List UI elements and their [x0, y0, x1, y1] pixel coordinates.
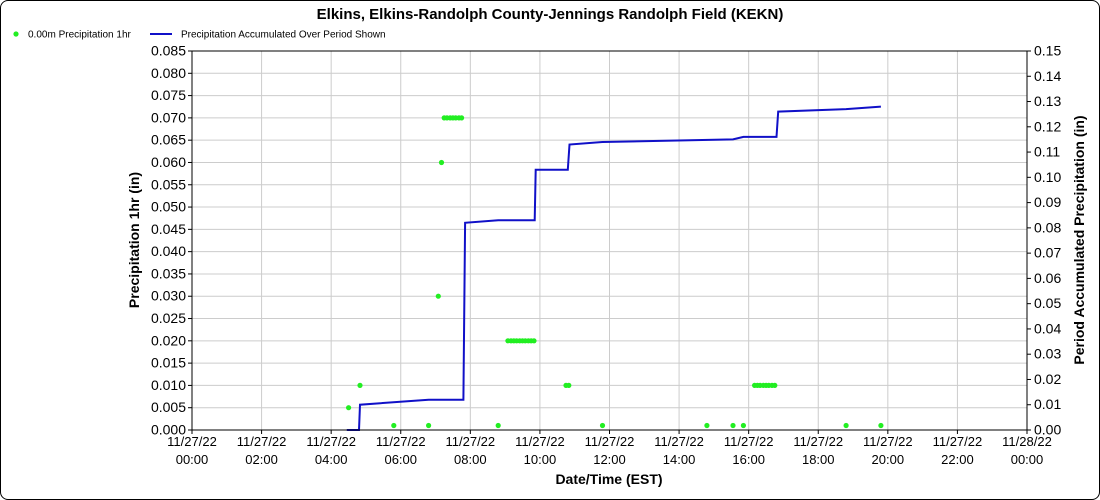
x-tick-time-label: 04:00: [315, 452, 348, 467]
y-tick-label: 0.010: [151, 377, 186, 393]
y-tick-label: 0.060: [151, 154, 186, 170]
x-tick-time-label: 18:00: [802, 452, 835, 467]
y-tick-label: 0.080: [151, 65, 186, 81]
legend-scatter-marker: [13, 31, 19, 37]
y2-tick-label: 0.02: [1034, 371, 1061, 387]
x-tick-time-label: 02:00: [245, 452, 278, 467]
y2-tick-label: 0.14: [1034, 68, 1061, 84]
y-axis-label: Precipitation 1hr (in): [126, 172, 142, 308]
precip-1hr-point: [495, 422, 501, 429]
x-tick-time-label: 08:00: [454, 452, 487, 467]
x-axis-ticks: 11/27/22 00:00 11/27/22 02:00 11/27/22 04:00 1…: [167, 430, 1052, 467]
y2-tick-label: 0.11: [1034, 144, 1060, 160]
x-tick-date-label: 11/27/22: [654, 434, 704, 449]
x-tick-time-label: 14:00: [663, 452, 696, 467]
precip-1hr-point: [459, 115, 465, 121]
y-tick-label: 0.085: [151, 43, 186, 59]
precip-1hr-point: [438, 159, 445, 166]
precip-1hr-point: [346, 405, 352, 411]
precip-1hr-point: [772, 382, 778, 388]
legend-line-label: Precipitation Accumulated Over Period Sh…: [181, 30, 386, 41]
y-tick-label: 0.045: [151, 221, 186, 237]
precip-1hr-point: [435, 293, 441, 299]
y2-tick-label: 0.03: [1034, 346, 1061, 362]
precip-1hr-point: [843, 422, 849, 429]
y-tick-label: 0.055: [151, 176, 186, 192]
x-tick-date-label: 11/27/22: [237, 434, 287, 449]
precip-1hr-point: [730, 422, 736, 429]
y-tick-label: 0.040: [151, 243, 186, 259]
y2-tick-label: 0.08: [1034, 219, 1061, 235]
x-axis-label: Date/Time (EST): [555, 471, 662, 487]
y2-tick-label: 0.04: [1034, 320, 1061, 336]
legend: 0.00m Precipitation 1hr Precipitation Ac…: [13, 30, 386, 41]
y-tick-label: 0.030: [151, 288, 186, 304]
x-tick-date-label: 11/27/22: [306, 434, 356, 449]
x-tick-time-label: 10:00: [524, 452, 557, 467]
precip-1hr-point: [878, 422, 884, 429]
x-tick-time-label: 22:00: [941, 452, 974, 467]
y2-tick-label: 0.09: [1034, 194, 1061, 210]
y-tick-label: 0.025: [151, 310, 186, 326]
y-tick-label: 0.020: [151, 332, 186, 348]
series-layer: [346, 105, 884, 431]
chart-title: Elkins, Elkins-Randolph County-Jennings …: [317, 6, 784, 23]
y-tick-label: 0.015: [151, 355, 186, 371]
y2-tick-label: 0.12: [1034, 118, 1061, 134]
precip-1hr-point: [599, 422, 606, 429]
x-tick-date-label: 11/27/22: [585, 434, 635, 449]
y-tick-label: 0.065: [151, 132, 186, 148]
y2-tick-label: 0.07: [1034, 245, 1061, 261]
gridlines: [191, 50, 1028, 431]
left-axis-ticks: 0.000 0.005 0.010 0.015 0.020 0.025 0.030 0.035…: [151, 43, 192, 438]
x-tick-date-label: 11/27/22: [724, 434, 774, 449]
y2-axis-label: Period Accumulated Precipitation (in): [1071, 115, 1087, 364]
y-tick-label: 0.035: [151, 265, 186, 281]
x-tick-date-label: 11/27/22: [167, 434, 217, 449]
x-tick-date-label: 11/27/22: [446, 434, 496, 449]
precip-1hr-point: [426, 422, 432, 429]
y2-tick-label: 0.06: [1034, 270, 1061, 286]
x-tick-time-label: 20:00: [872, 452, 905, 467]
y-tick-label: 0.050: [151, 199, 186, 215]
y2-tick-label: 0.00: [1034, 422, 1061, 438]
y2-tick-label: 0.13: [1034, 93, 1061, 109]
precip-1hr-point: [391, 422, 397, 429]
precip-1hr-point: [740, 422, 747, 429]
y-tick-label: 0.075: [151, 87, 186, 103]
precip-1hr-point: [531, 338, 537, 344]
x-tick-time-label: 12:00: [593, 452, 626, 467]
x-tick-time-label: 16:00: [732, 452, 765, 467]
y-tick-label: 0.070: [151, 109, 186, 125]
x-tick-date-label: 11/28/22: [1002, 434, 1052, 449]
x-tick-time-label: 00:00: [1011, 452, 1044, 467]
legend-scatter-label: 0.00m Precipitation 1hr: [28, 30, 132, 41]
plot-area-border: [191, 50, 1028, 431]
y2-tick-label: 0.15: [1034, 43, 1061, 59]
x-tick-time-label: 06:00: [384, 452, 417, 467]
x-tick-date-label: 11/27/22: [933, 434, 983, 449]
precip-1hr-point: [357, 382, 363, 388]
x-tick-time-label: 00:00: [176, 452, 209, 467]
x-tick-date-label: 11/27/22: [515, 434, 565, 449]
precip-1hr-point: [566, 382, 572, 388]
y-tick-label: 0.005: [151, 399, 186, 415]
y2-tick-label: 0.10: [1034, 169, 1061, 185]
x-tick-date-label: 11/27/22: [376, 434, 426, 449]
x-tick-date-label: 11/27/22: [863, 434, 913, 449]
x-tick-date-label: 11/27/22: [793, 434, 843, 449]
precip-1hr-point: [704, 422, 710, 429]
y2-tick-label: 0.05: [1034, 295, 1061, 311]
y2-tick-label: 0.01: [1034, 396, 1061, 412]
right-axis-ticks: 0.00 0.01 0.02 0.03 0.04 0.05 0.06 0.07 0.08 0.09…: [1027, 43, 1061, 438]
accumulated-precip-line: [346, 105, 881, 431]
y-tick-label: 0.000: [151, 422, 186, 438]
